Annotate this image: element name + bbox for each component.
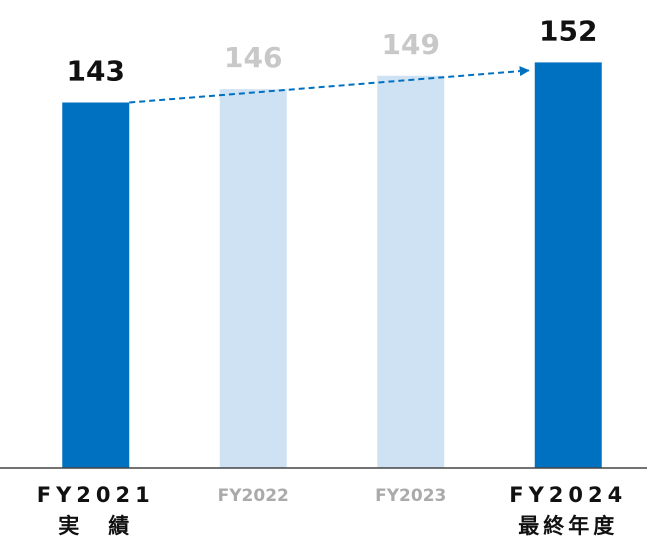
bar — [377, 75, 445, 469]
x-tick-label: FY2022 — [218, 486, 289, 506]
x-tick-label: FY2021 — [37, 483, 155, 507]
bar — [534, 62, 602, 469]
x-tick-label: FY2024 — [509, 483, 627, 507]
value-label: 149 — [382, 28, 440, 61]
bar — [219, 89, 287, 469]
value-label: 143 — [67, 55, 125, 88]
value-label: 146 — [224, 41, 282, 74]
trend-arrow — [129, 66, 530, 104]
bar — [62, 102, 130, 468]
x-tick-label: FY2023 — [375, 486, 446, 506]
x-sublabel: 最終年度 — [518, 514, 618, 538]
x-sublabel: 実 績 — [58, 514, 133, 538]
value-label: 152 — [539, 14, 597, 47]
